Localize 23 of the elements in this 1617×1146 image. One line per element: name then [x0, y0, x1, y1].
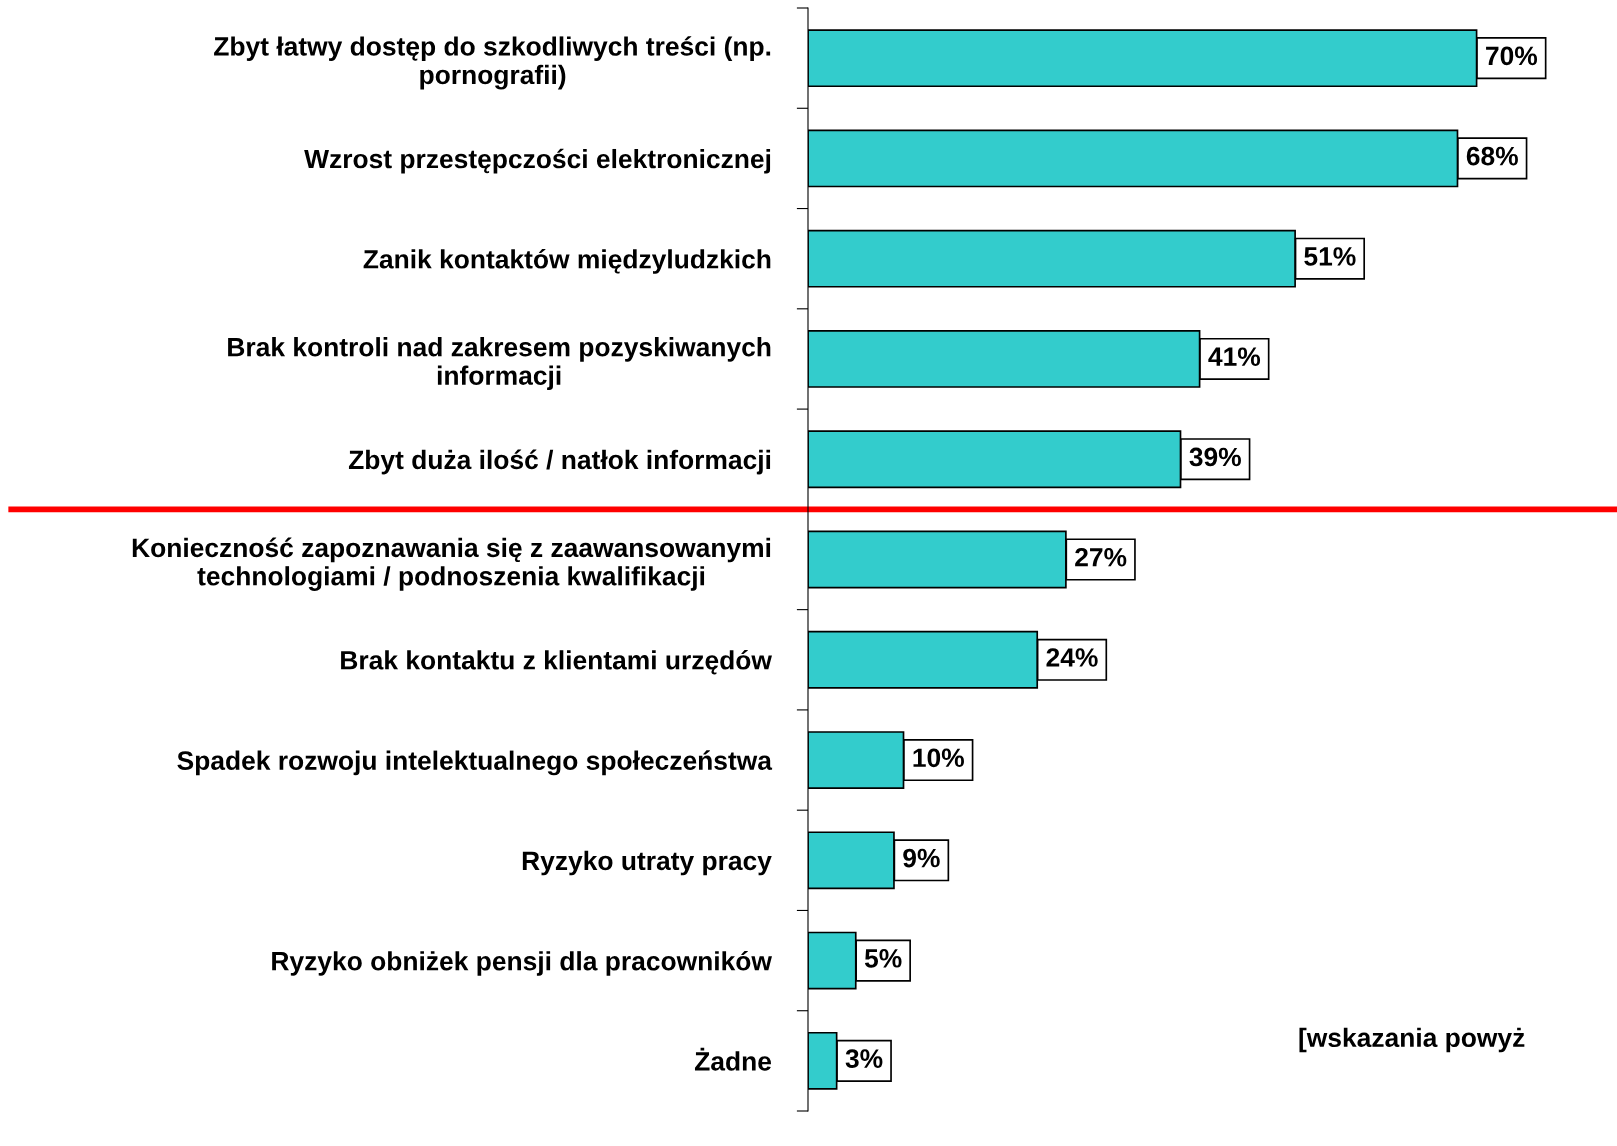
data-label: 9% — [903, 848, 940, 868]
data-label: 10% — [913, 748, 964, 768]
data-label: 5% — [864, 949, 902, 968]
y-tick-label: Wzrost przestępczości elektronicznej — [304, 148, 771, 174]
data-label: 51% — [1304, 247, 1356, 266]
annotation: [wskazania powyż — [1299, 1027, 1525, 1053]
y-tick-label: Ryzyko obniżek pensji dla pracowników — [272, 950, 772, 976]
y-tick-label: Zanik kontaktów międzyludzkich — [363, 249, 771, 274]
data-label: 70% — [1486, 46, 1538, 66]
y-tick-label: Ryzyko utraty pracy — [522, 850, 772, 876]
y-tick-label: Konieczność zapoznawania się z zaawansowanymi technologiami / podnoszenia kwalifikacji — [132, 537, 771, 591]
y-tick-label: Zbyt łatwy dostęp do szkodliwych treści (np. pornografii) — [214, 36, 771, 90]
y-tick-label: Spadek rozwoju intelektualnego społeczeństwa — [177, 750, 773, 776]
y-tick-label: Brak kontroli nad zakresem pozyskiwanych informacji — [228, 337, 771, 391]
data-label: 27% — [1075, 547, 1127, 567]
y-tick-label: Zbyt duża ilość / natłok informacji — [348, 449, 771, 475]
data-label: 24% — [1046, 648, 1098, 667]
data-label: 3% — [845, 1049, 883, 1068]
data-label: 68% — [1466, 146, 1518, 166]
data-label: 39% — [1189, 447, 1241, 467]
y-tick-label: Żadne — [694, 1047, 771, 1071]
y-tick-label: Brak kontaktu z klientami urzędów — [341, 649, 772, 675]
data-label: 41% — [1208, 347, 1261, 366]
